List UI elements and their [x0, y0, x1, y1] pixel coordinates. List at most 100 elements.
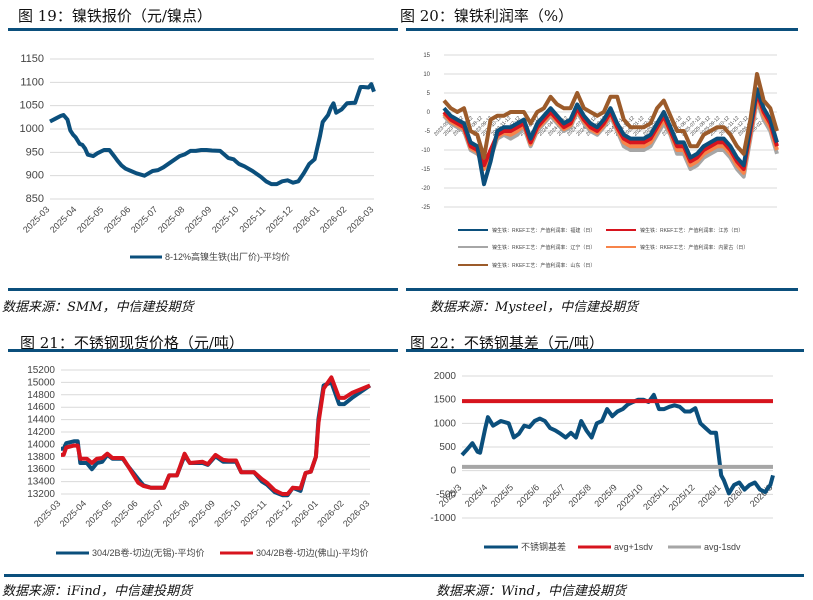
y-tick-label: -5	[425, 129, 431, 135]
series-line	[49, 82, 376, 187]
y-tick-label: 0	[427, 110, 431, 116]
figure-19-top-rule	[8, 28, 398, 31]
bottom-rule	[4, 574, 804, 577]
figure-19-title: 图 19：镍铁报价（元/镍点）	[18, 7, 212, 25]
figure-19-bottom-rule	[8, 288, 398, 291]
y-tick-label: 10	[423, 72, 430, 78]
legend-label: 镍生铁：RKEF工艺：产值利润率：辽宁（日）	[492, 244, 595, 251]
legend-label: 8-12%高镍生铁(出厂价)-平均价	[165, 251, 290, 262]
figure-21-title: 图 21：不锈钢现货价格（元/吨）	[20, 334, 244, 352]
x-tick-label: 2025-07	[129, 204, 159, 234]
figure-19-source: 数据来源：SMM，中信建投期货	[2, 300, 194, 315]
figure-20-bottom-rule	[406, 288, 798, 291]
y-tick-label: 900	[26, 170, 44, 182]
x-tick-label: 2025-05	[75, 204, 105, 234]
y-tick-label: 13800	[27, 452, 55, 463]
x-tick-label: 2025/8	[566, 482, 593, 509]
y-tick-label: 14800	[27, 390, 55, 401]
x-tick-label: 2025-06	[109, 498, 139, 528]
x-tick-label: 2025-04	[48, 204, 78, 234]
x-tick-label: 2025/11	[641, 482, 671, 512]
x-tick-label: 2025-09	[183, 204, 213, 234]
x-tick-label: 2025/7	[541, 482, 568, 509]
x-tick-label: 2025-10	[212, 498, 242, 528]
y-tick-label: -25	[421, 205, 430, 211]
y-tick-label: 0	[450, 466, 456, 477]
legend-label: 304/2B卷-切边(佛山)-平均价	[256, 547, 369, 558]
y-tick-label: 14000	[27, 439, 55, 450]
x-tick-label: 2025-11	[237, 204, 267, 234]
y-tick-label: -10	[421, 148, 430, 154]
x-tick-label: 2025-08	[156, 204, 186, 234]
y-tick-label: 950	[26, 146, 44, 158]
y-tick-label: -1000	[430, 513, 456, 524]
x-tick-label: 2026-03	[341, 498, 371, 528]
y-tick-label: 15	[423, 53, 430, 59]
legend-label: avg+1sdv	[614, 542, 653, 552]
x-tick-label: 2025-09	[186, 498, 216, 528]
x-tick-label: 2026-02	[318, 204, 348, 234]
series-line	[61, 375, 371, 496]
series-line	[460, 392, 775, 496]
y-tick-label: 13400	[27, 477, 55, 488]
figure-22-top-rule	[406, 349, 804, 352]
figure-21-top-rule	[8, 349, 398, 352]
x-tick-label: 2025-12	[264, 498, 294, 528]
legend-label: 304/2B卷-切边(无锡)-平均价	[92, 547, 205, 558]
figure-21-source: 数据来源：iFind，中信建投期货	[2, 584, 193, 599]
figure-20-title: 图 20：镍铁利润率（%）	[400, 7, 574, 25]
legend-label: avg-1sdv	[704, 542, 741, 552]
y-tick-label: -20	[421, 186, 430, 192]
y-tick-label: 500	[439, 442, 456, 453]
x-tick-label: 2025/12	[667, 482, 697, 512]
y-tick-label: 1500	[434, 395, 457, 406]
y-tick-label: 15000	[27, 377, 55, 388]
y-tick-label: 2000	[434, 371, 457, 382]
x-tick-label: 2025/6	[515, 482, 542, 509]
x-tick-label: 2026-03	[345, 204, 375, 234]
series-line	[442, 87, 779, 187]
legend-label: 镍生铁：RKEF工艺：产值利润率：江苏（日）	[640, 227, 743, 234]
y-tick-label: 1000	[20, 123, 44, 135]
legend-label: 不锈钢基差	[521, 541, 566, 552]
x-tick-label: 2025-03	[21, 204, 51, 234]
y-tick-label: 15200	[27, 365, 55, 376]
x-tick-label: 2026/1	[696, 482, 723, 509]
y-tick-label: 5	[427, 91, 431, 97]
x-tick-label: 2026-01	[289, 498, 319, 528]
legend-label: 镍生铁：RKEF工艺：产值利润率：福建（日）	[492, 227, 595, 234]
x-tick-label: 2025/5	[489, 482, 516, 509]
y-tick-label: 13200	[27, 489, 55, 500]
x-tick-label: 2025-03	[32, 498, 62, 528]
x-tick-label: 2025-04	[58, 498, 88, 528]
y-tick-label: 14400	[27, 415, 55, 426]
legend-label: 镍生铁：RKEF工艺：产值利润率：山东（日）	[492, 262, 595, 269]
x-tick-label: 2025/4	[463, 482, 490, 509]
x-tick-label: 2026-02	[315, 498, 345, 528]
y-tick-label: 1150	[20, 53, 44, 65]
nickel-pig-iron-profit-chart: -25-20-15-10-50510152023-05-122023-06-12…	[421, 53, 779, 269]
y-tick-label: 1100	[20, 76, 44, 88]
x-tick-label: 2025-12	[264, 204, 294, 234]
figure-20-source: 数据来源：Mysteel，中信建投期货	[430, 300, 639, 315]
y-tick-label: -500	[436, 489, 456, 500]
x-tick-label: 2025-05	[83, 498, 113, 528]
x-tick-label: 2025-08	[161, 498, 191, 528]
y-tick-label: 1000	[434, 418, 457, 429]
x-tick-label: 2025-10	[210, 204, 240, 234]
figure-20-top-rule	[406, 28, 798, 31]
x-tick-label: 2025-06	[102, 204, 132, 234]
series-line	[442, 72, 779, 160]
y-tick-label: -15	[421, 167, 430, 173]
figure-22-source: 数据来源：Wind，中信建投期货	[436, 584, 626, 599]
y-tick-label: 1050	[20, 100, 44, 112]
y-tick-label: 14200	[27, 427, 55, 438]
x-tick-label: 2026-01	[291, 204, 321, 234]
y-tick-label: 14600	[27, 402, 55, 413]
y-tick-label: 13600	[27, 464, 55, 475]
legend-label: 镍生铁：RKEF工艺：产值利润率：内蒙古（日）	[640, 244, 748, 251]
y-tick-label: 850	[26, 193, 44, 205]
figure-22-title: 图 22：不锈钢基差（元/吨）	[410, 334, 604, 352]
